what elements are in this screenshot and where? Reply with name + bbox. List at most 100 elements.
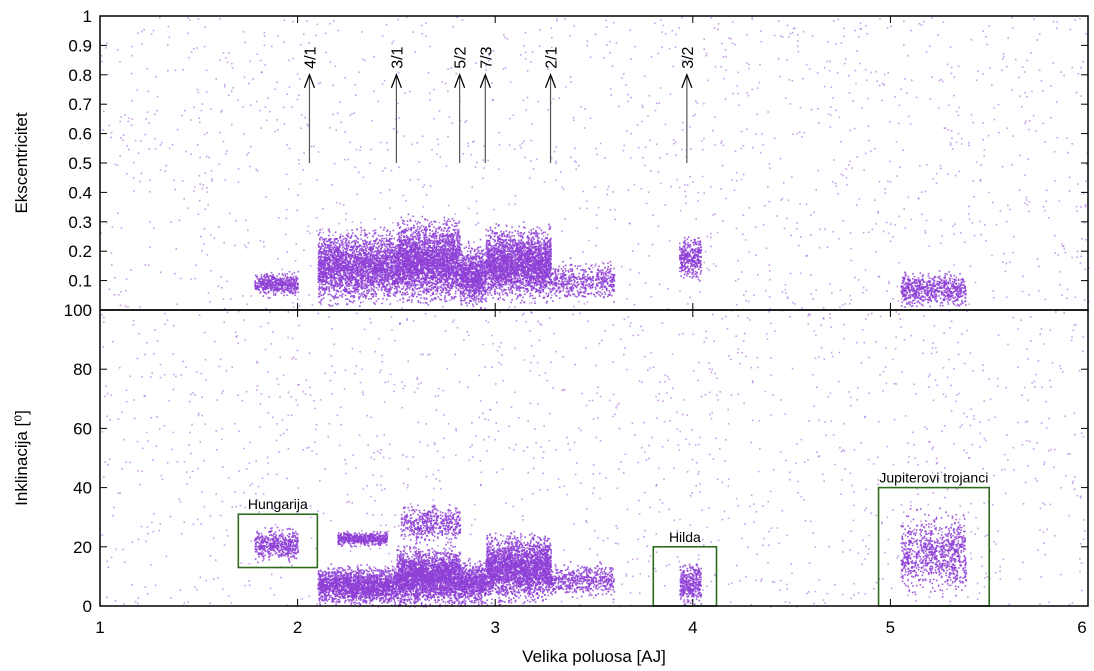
data-point: [339, 272, 341, 274]
data-point: [413, 244, 415, 246]
data-point: [335, 293, 337, 295]
data-point: [356, 237, 358, 239]
data-point: [431, 236, 433, 238]
data-point: [318, 245, 320, 247]
data-point: [379, 281, 381, 283]
data-point: [387, 255, 389, 257]
data-point: [319, 229, 321, 231]
data-point: [372, 284, 374, 286]
data-point: [382, 244, 384, 246]
data-point: [419, 234, 421, 236]
data-point: [382, 264, 384, 266]
data-point: [416, 238, 418, 240]
data-point: [375, 271, 377, 273]
data-point: [263, 291, 265, 293]
data-point: [414, 294, 416, 296]
data-point: [376, 238, 378, 240]
data-point: [378, 245, 380, 247]
data-point: [318, 273, 320, 275]
data-point: [258, 283, 260, 285]
data-point: [328, 246, 330, 248]
data-point: [319, 261, 321, 263]
data-point: [340, 252, 342, 254]
data-point: [356, 279, 358, 281]
data-point: [421, 216, 423, 218]
data-point: [372, 296, 374, 298]
data-point: [404, 223, 406, 225]
data-point: [389, 285, 391, 287]
data-point: [277, 279, 279, 281]
data-point: [347, 303, 349, 305]
data-point: [330, 252, 332, 254]
data-point: [366, 245, 368, 247]
data-point: [393, 282, 395, 284]
data-point: [275, 281, 277, 283]
data-point: [282, 286, 284, 288]
data-point: [356, 259, 358, 261]
data-point: [334, 238, 336, 240]
data-point: [363, 255, 365, 257]
data-point: [331, 266, 333, 268]
data-point: [323, 253, 325, 255]
data-point: [334, 277, 336, 279]
data-point: [399, 299, 401, 301]
data-point: [390, 255, 392, 257]
data-point: [453, 283, 455, 285]
data-point: [267, 279, 269, 281]
data-point: [436, 238, 438, 240]
data-point: [368, 292, 370, 294]
data-point: [439, 238, 441, 240]
data-point: [348, 255, 350, 257]
data-point: [375, 295, 377, 297]
data-point: [357, 287, 359, 289]
data-point: [385, 262, 387, 264]
data-point: [359, 257, 361, 259]
data-point: [360, 286, 362, 288]
data-point: [334, 265, 336, 267]
data-point: [381, 287, 383, 289]
data-point: [381, 289, 383, 291]
data-point: [346, 234, 348, 236]
data-point: [335, 232, 337, 234]
data-point: [371, 252, 373, 254]
data-point: [375, 260, 377, 262]
data-point: [397, 262, 399, 264]
data-point: [337, 240, 339, 242]
data-point: [385, 272, 387, 274]
data-point: [334, 278, 336, 280]
data-point: [361, 269, 363, 271]
data-point: [376, 252, 378, 254]
data-point: [370, 279, 372, 281]
data-point: [384, 277, 386, 279]
data-point: [425, 243, 427, 245]
data-point: [363, 269, 365, 271]
data-point: [270, 285, 272, 287]
data-point: [360, 302, 362, 304]
data-point: [327, 272, 329, 274]
data-point: [274, 284, 276, 286]
data-point: [457, 245, 459, 247]
data-point: [290, 277, 292, 279]
data-point: [363, 287, 365, 289]
data-point: [320, 262, 322, 264]
data-point: [319, 286, 321, 288]
data-point: [406, 277, 408, 279]
data-point: [326, 241, 328, 243]
data-point: [397, 222, 399, 224]
data-point: [343, 289, 345, 291]
data-point: [389, 239, 391, 241]
data-point: [366, 284, 368, 286]
data-point: [428, 304, 430, 306]
data-point: [353, 268, 355, 270]
data-point: [370, 285, 372, 287]
data-point: [430, 295, 432, 297]
data-point: [357, 272, 359, 274]
data-point: [322, 271, 324, 273]
data-point: [411, 301, 413, 303]
data-point: [388, 289, 390, 291]
data-point: [350, 301, 352, 303]
data-point: [391, 275, 393, 277]
data-point: [326, 289, 328, 291]
data-point: [378, 265, 380, 267]
data-point: [358, 279, 360, 281]
